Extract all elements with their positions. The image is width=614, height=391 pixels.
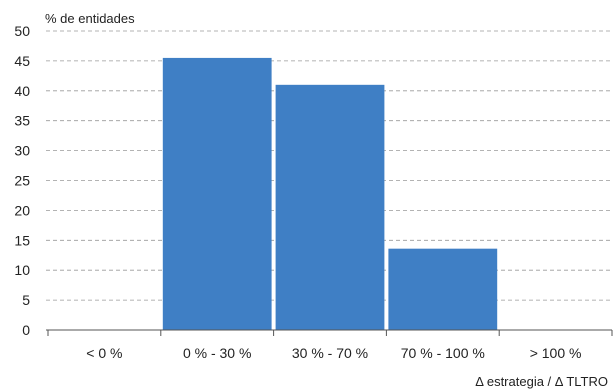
x-tick-label: 70 % - 100 % — [401, 345, 485, 361]
y-tick-label: 25 — [14, 173, 30, 189]
y-tick-label: 35 — [14, 113, 30, 129]
x-tick-label: 30 % - 70 % — [292, 345, 368, 361]
bar — [275, 84, 385, 330]
x-tick-label: 0 % - 30 % — [183, 345, 251, 361]
y-tick-label: 40 — [14, 83, 30, 99]
y-tick-label: 10 — [14, 262, 30, 278]
y-tick-label: 15 — [14, 232, 30, 248]
x-tick-label: > 100 % — [530, 345, 582, 361]
x-tick-label: < 0 % — [86, 345, 122, 361]
y-tick-label: 20 — [14, 202, 30, 218]
x-tick-labels: < 0 % 0 % - 30 % 30 % - 70 % 70 % - 100 % > … — [47, 330, 613, 361]
bar — [388, 248, 498, 330]
y-tick-label: 45 — [14, 53, 30, 69]
y-tick-label: 30 — [14, 143, 30, 159]
x-axis-label: Δ estrategia / Δ TLTRO — [475, 374, 608, 389]
bars — [162, 57, 498, 330]
y-tick-label: 0 — [22, 322, 30, 338]
y-tick-label: 50 — [14, 23, 30, 39]
y-tick-labels: 0 5 10 15 20 25 30 35 40 45 50 — [14, 23, 30, 338]
bar — [162, 57, 272, 330]
y-axis-label: % de entidades — [45, 11, 135, 26]
y-tick-label: 5 — [22, 292, 30, 308]
